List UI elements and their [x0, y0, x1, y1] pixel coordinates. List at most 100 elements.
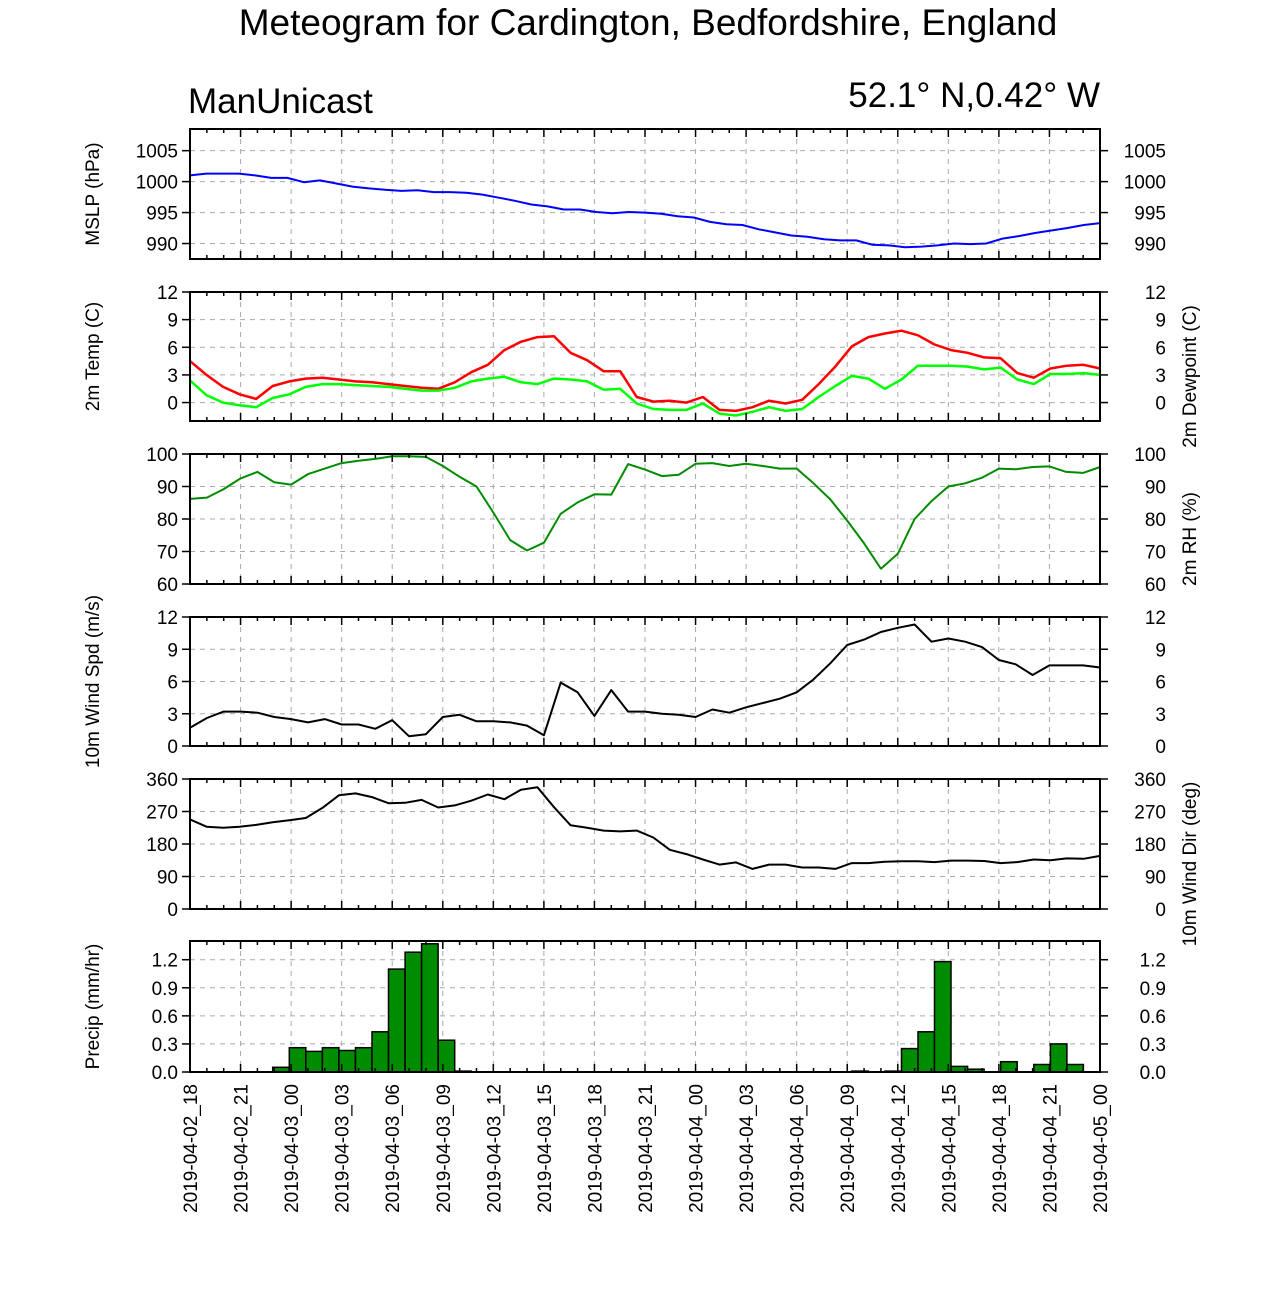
- panel-4: 0 0 90 90 180 180 270 270 360 360 10m Wind Dir (de…: [146, 770, 1201, 946]
- y-tick-label-right: 995: [1134, 204, 1166, 225]
- y-tick-label-left: 0: [167, 900, 178, 921]
- y-tick-label-left: 360: [146, 770, 178, 791]
- y-tick-label-right: 360: [1134, 770, 1166, 791]
- precip-bar: [900, 1047, 919, 1073]
- y-tick-label-left: 12: [157, 283, 178, 304]
- precip-bar: [437, 1039, 456, 1073]
- series-line-4-0: [189, 786, 1101, 870]
- y-axis-label-left: MSLP (hPa): [83, 142, 104, 245]
- precip-bar: [933, 960, 952, 1073]
- y-tick-label-left: 6: [167, 338, 178, 359]
- y-tick-label-right: 180: [1134, 835, 1166, 856]
- y-tick-label-left: 0.6: [152, 1007, 178, 1028]
- y-tick-label-left: 180: [146, 835, 178, 856]
- y-tick-label-right: 90: [1145, 868, 1166, 889]
- y-tick-label-left: 100: [146, 445, 178, 466]
- panel-0: 990 990 995 995 1000 1000 1005 1005 MSLP (hPa): [83, 128, 1166, 260]
- x-tick-label: 2019-04-05_00: [1091, 1084, 1112, 1213]
- y-tick-label-left: 9: [167, 640, 178, 661]
- y-tick-label-left: 1000: [136, 173, 178, 194]
- y-axis-label-left: 10m Wind Spd (m/s): [83, 595, 104, 768]
- y-tick-label-left: 9: [167, 311, 178, 332]
- y-tick-label-right: 70: [1145, 543, 1166, 564]
- x-tick-label: 2019-04-03_03: [333, 1084, 354, 1213]
- y-tick-label-left: 0: [167, 394, 178, 415]
- y-tick-label-left: 80: [157, 510, 178, 531]
- y-tick-label-right: 9: [1155, 640, 1166, 661]
- y-tick-label-right: 1000: [1124, 173, 1166, 194]
- y-tick-label-right: 0: [1155, 394, 1166, 415]
- x-tick-label: 2019-04-03_18: [585, 1084, 606, 1213]
- x-tick-label: 2019-04-03_00: [282, 1084, 303, 1213]
- y-tick-label-left: 0.3: [152, 1035, 178, 1056]
- y-tick-label-right: 270: [1134, 803, 1166, 824]
- y-tick-label-left: 60: [157, 575, 178, 596]
- y-tick-label-left: 270: [146, 803, 178, 824]
- x-tick-label: 2019-04-03_09: [434, 1084, 455, 1213]
- y-tick-label-right: 0.3: [1140, 1035, 1166, 1056]
- y-tick-label-left: 0: [167, 737, 178, 758]
- y-axis-label-right: 10m Wind Dir (deg): [1180, 782, 1201, 947]
- y-tick-label-right: 100: [1134, 445, 1166, 466]
- x-tick-label: 2019-04-02_21: [232, 1084, 253, 1213]
- y-tick-label-left: 1005: [136, 142, 178, 163]
- series-line-2-0: [189, 455, 1101, 570]
- x-tick-label: 2019-04-03_15: [535, 1084, 556, 1213]
- y-axis-label-right: 2m RH (%): [1180, 492, 1201, 586]
- precip-bar: [1066, 1063, 1085, 1073]
- x-tick-label: 2019-04-04_15: [939, 1084, 960, 1213]
- y-tick-label-right: 3: [1155, 366, 1166, 387]
- panel-5: 0.0 0.0 0.3 0.3 0.6 0.6 0.9 0.9 1.2 1.2 Precip (mm…: [83, 940, 1166, 1084]
- precip-bar: [371, 1031, 390, 1073]
- y-tick-label-right: 12: [1145, 283, 1166, 304]
- precip-bar: [1033, 1063, 1052, 1073]
- series-line-1-0: [189, 329, 1101, 413]
- y-tick-label-left: 90: [157, 868, 178, 889]
- y-tick-label-right: 9: [1155, 311, 1166, 332]
- y-tick-label-left: 3: [167, 366, 178, 387]
- location-label: 52.1° N,0.42° W: [848, 76, 1100, 115]
- y-tick-label-left: 3: [167, 705, 178, 726]
- y-tick-label-left: 990: [146, 235, 178, 256]
- x-tick-label: 2019-04-03_06: [383, 1084, 404, 1213]
- y-tick-label-right: 990: [1134, 235, 1166, 256]
- x-axis: 2019-04-02_18 2019-04-02_21 2019-04-03_00 2…: [181, 1084, 1112, 1213]
- chart-title: Meteogram for Cardington, Bedfordshire, …: [239, 2, 1058, 43]
- y-tick-label-left: 0.9: [152, 979, 178, 1000]
- y-tick-label-right: 60: [1145, 575, 1166, 596]
- y-tick-label-right: 0.6: [1140, 1007, 1166, 1028]
- y-tick-label-left: 70: [157, 543, 178, 564]
- y-tick-label-right: 1005: [1124, 142, 1166, 163]
- panel-3: 0 0 3 3 6 6 9 9 12 12 10m Wind Spd (m/s): [83, 595, 1166, 768]
- x-tick-label: 2019-04-04_12: [889, 1084, 910, 1213]
- series-line-0-0: [189, 172, 1101, 249]
- x-tick-label: 2019-04-04_06: [788, 1084, 809, 1213]
- x-tick-label: 2019-04-03_21: [636, 1084, 657, 1213]
- y-axis-label-right: 2m Dewpoint (C): [1180, 305, 1201, 448]
- x-tick-label: 2019-04-04_03: [737, 1084, 758, 1213]
- model-label: ManUnicast: [188, 82, 373, 121]
- x-tick-label: 2019-04-02_18: [181, 1084, 202, 1213]
- y-tick-label-right: 0.9: [1140, 979, 1166, 1000]
- y-tick-label-right: 6: [1155, 338, 1166, 359]
- series-line-3-0: [189, 623, 1101, 738]
- precip-bar: [1049, 1043, 1068, 1073]
- y-tick-label-right: 0: [1155, 737, 1166, 758]
- y-tick-label-right: 90: [1145, 478, 1166, 499]
- precip-bar: [387, 968, 406, 1073]
- y-tick-label-left: 995: [146, 204, 178, 225]
- y-tick-label-right: 3: [1155, 705, 1166, 726]
- precip-bar: [999, 1060, 1018, 1073]
- y-tick-label-left: 0.0: [152, 1063, 178, 1084]
- y-tick-label-right: 6: [1155, 673, 1166, 694]
- y-tick-label-right: 0.0: [1140, 1063, 1166, 1084]
- y-tick-label-left: 6: [167, 673, 178, 694]
- y-tick-label-right: 12: [1145, 608, 1166, 629]
- x-tick-label: 2019-04-04_09: [838, 1084, 859, 1213]
- x-tick-label: 2019-04-03_12: [484, 1084, 505, 1213]
- y-tick-label-right: 0: [1155, 900, 1166, 921]
- x-tick-label: 2019-04-04_00: [687, 1084, 708, 1213]
- x-tick-label: 2019-04-04_18: [990, 1084, 1011, 1213]
